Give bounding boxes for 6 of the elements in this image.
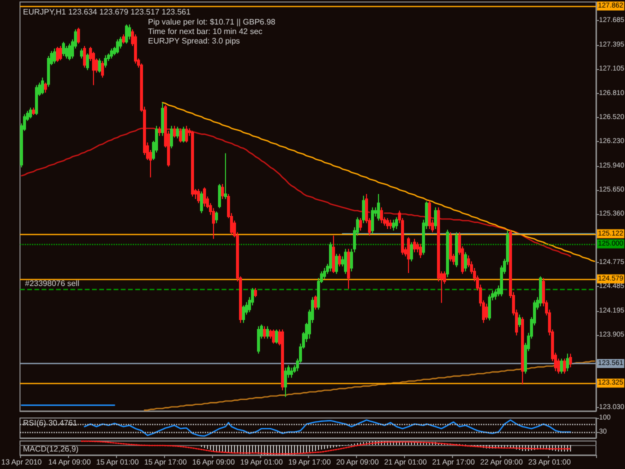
annotation: Pip value per lot: $10.71 || GBP6.98 [148, 18, 276, 26]
annotation: #23398076 sell [25, 278, 80, 288]
annotation: Time for next bar: 10 min 42 sec [148, 27, 262, 36]
text: MACD(12,26,9) [23, 444, 79, 454]
annotation: EURJPY Spread: 3.0 pips [148, 36, 240, 46]
text: EURJPY,H1 123.634 123.679 123.517 123.561 [23, 8, 192, 16]
